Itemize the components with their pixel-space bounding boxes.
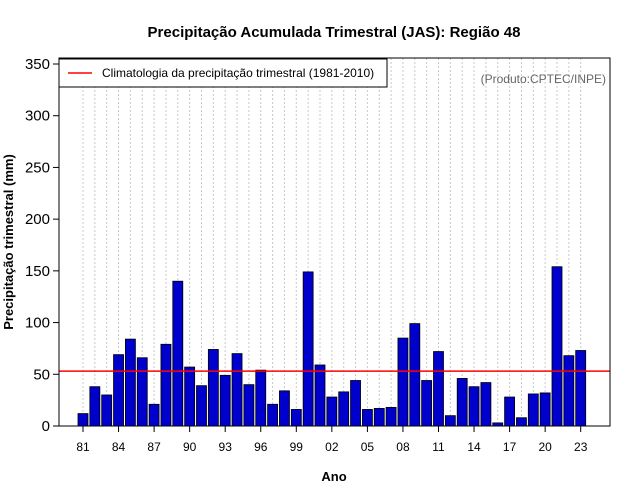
x-axis: 81 84 87 90 93 96 99 02 05 08 11 14 17 20 23: [76, 426, 588, 454]
bar-89: [172, 280, 184, 427]
bar-13: [456, 378, 468, 427]
x-tick-label: 23: [574, 440, 588, 454]
bar-06: [373, 408, 385, 427]
y-tick-label: 100: [25, 315, 50, 332]
bar-14: [468, 386, 480, 427]
plot-frame: [58, 57, 611, 427]
bar-93: [219, 374, 231, 427]
bar-88: [160, 343, 172, 427]
y-tick-label: 50: [33, 366, 50, 383]
bar-15: [480, 382, 492, 427]
bar-91: [196, 385, 207, 427]
y-tick-label: 200: [25, 211, 50, 228]
bar-09: [409, 323, 421, 427]
bar-19: [527, 393, 539, 427]
legend: Climatologia da precipitação trimestral …: [58, 58, 388, 88]
bar-98: [279, 390, 290, 427]
bar-05: [361, 409, 373, 427]
bar-86: [136, 357, 148, 427]
y-tick-label: 350: [25, 56, 50, 73]
bar-10: [421, 380, 433, 427]
y-tick-label: 0: [42, 418, 50, 435]
x-tick-label: 11: [432, 440, 445, 454]
bar-87: [148, 403, 160, 427]
x-tick-label: 87: [147, 440, 161, 454]
bar-03: [338, 391, 350, 427]
x-tick-label: 14: [467, 440, 481, 454]
x-axis-label: Ano: [321, 469, 346, 484]
x-tick-label: 99: [290, 440, 304, 454]
x-tick-label: 81: [76, 440, 90, 454]
bars: [77, 266, 587, 427]
bar-20: [539, 392, 551, 427]
bar-07: [385, 406, 397, 427]
bar-92: [207, 349, 219, 427]
y-axis-label: Precipitação trimestral (mm): [1, 154, 16, 330]
bar-04: [350, 380, 361, 427]
bar-23: [575, 350, 587, 427]
bar-85: [125, 338, 136, 427]
bar-90: [184, 366, 196, 427]
chart-title: Precipitação Acumulada Trimestral (JAS):…: [148, 24, 521, 41]
y-axis: 0 50 100 150 200 250 300 350: [25, 56, 59, 435]
x-tick-label: 96: [254, 440, 268, 454]
y-tick-label: 150: [25, 263, 50, 280]
bar-96: [255, 369, 267, 427]
x-tick-label: 84: [112, 440, 126, 454]
bar-83: [101, 394, 113, 427]
bar-82: [89, 386, 101, 427]
bar-22: [563, 355, 575, 427]
x-tick-label: 08: [396, 440, 410, 454]
bar-12: [444, 415, 456, 427]
bar-99: [290, 409, 302, 427]
bar-11: [433, 351, 444, 427]
y-tick-label: 250: [25, 159, 50, 176]
bar-18: [516, 417, 527, 427]
x-tick-label: 20: [538, 440, 552, 454]
y-tick-label: 300: [25, 108, 50, 125]
bar-01: [314, 364, 326, 427]
credit-text: (Produto:CPTEC/INPE): [481, 72, 606, 86]
x-tick-label: 90: [183, 440, 197, 454]
bar-08: [397, 337, 409, 427]
bar-81: [77, 413, 89, 427]
bar-02: [326, 396, 338, 427]
bar-94: [231, 353, 243, 427]
bar-84: [113, 354, 124, 427]
bar-17: [504, 396, 516, 427]
x-tick-label: 17: [503, 440, 517, 454]
bar-00: [302, 271, 314, 427]
legend-label: Climatologia da precipitação trimestral …: [102, 66, 374, 80]
legend-box: [58, 58, 388, 88]
x-tick-label: 02: [325, 440, 339, 454]
bar-97: [267, 403, 279, 427]
bar-21: [551, 266, 563, 427]
x-tick-label: 93: [219, 440, 233, 454]
grid-lines: [82, 58, 582, 426]
x-tick-label: 05: [361, 440, 375, 454]
bar-95: [243, 384, 255, 427]
